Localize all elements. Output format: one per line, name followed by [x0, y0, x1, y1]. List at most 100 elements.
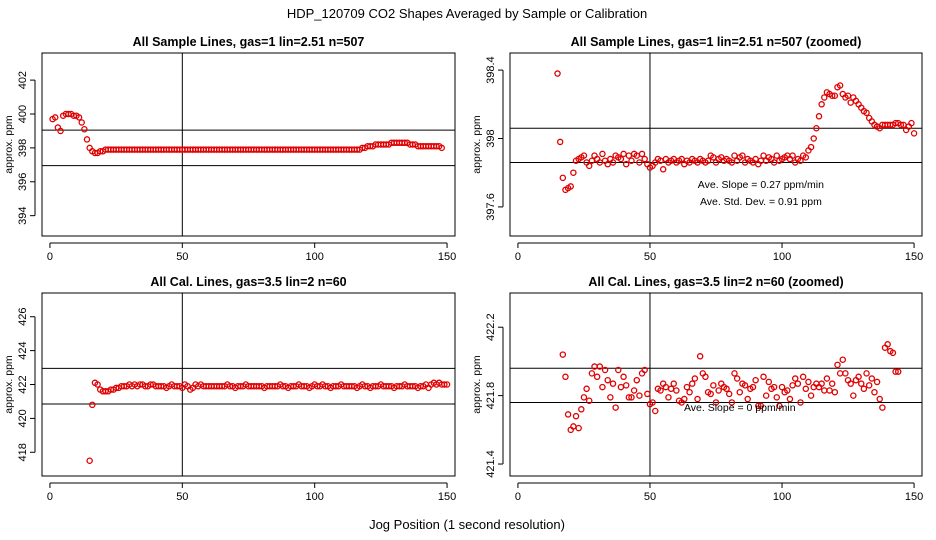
- data-point: [691, 375, 699, 382]
- data-point: [625, 394, 633, 401]
- y-tick-label: 421.4: [485, 450, 497, 478]
- data-point: [575, 424, 582, 432]
- data-point: [601, 366, 609, 374]
- data-point: [607, 394, 614, 401]
- data-point: [850, 392, 857, 399]
- y-tick-label: 398: [485, 129, 497, 147]
- data-point: [694, 395, 701, 403]
- data-point: [752, 376, 759, 384]
- data-point: [625, 152, 633, 159]
- data-point: [78, 119, 85, 126]
- data-point: [83, 136, 91, 143]
- data-point: [778, 383, 786, 391]
- y-axis-label: approx. ppm: [471, 115, 483, 174]
- data-point: [733, 375, 741, 382]
- data-point: [641, 366, 648, 374]
- x-tick-label: 100: [773, 251, 791, 263]
- data-point: [615, 366, 622, 374]
- data-point: [81, 126, 88, 133]
- data-point: [897, 121, 905, 129]
- data-point: [760, 152, 767, 159]
- data-point: [564, 411, 572, 418]
- data-point: [741, 382, 749, 389]
- data-point: [578, 406, 585, 413]
- data-point: [770, 383, 778, 391]
- data-point: [559, 174, 567, 182]
- data-point: [836, 82, 844, 89]
- data-point: [580, 394, 588, 401]
- data-point: [847, 99, 854, 106]
- page-title: HDP_120709 CO2 Shapes Averaged by Sample…: [287, 6, 647, 21]
- y-axis-label: approx. ppm: [3, 355, 15, 414]
- y-axis: 394 396 398 400 402: [17, 71, 36, 225]
- y-axis: 397.6 398 398.4: [485, 56, 504, 221]
- data-point: [842, 370, 849, 377]
- data-point: [789, 382, 796, 389]
- data-point: [633, 376, 641, 384]
- x-tick-label: 150: [905, 491, 923, 503]
- data-point: [443, 381, 451, 388]
- data-point: [580, 152, 588, 159]
- data-point: [876, 395, 883, 403]
- data-point: [731, 370, 738, 377]
- data-point: [583, 385, 590, 393]
- y-tick-label: 422.2: [485, 313, 497, 341]
- data-point: [773, 152, 780, 159]
- panels: All Sample Lines, gas=1 lin=2.51 n=507 0 5…: [3, 35, 923, 503]
- data-point: [728, 399, 736, 406]
- data-point: [554, 70, 561, 77]
- panel-3: All Cal. Lines, gas=3.5 lin=2 n=60 0 50 100…: [3, 275, 456, 503]
- data-point: [789, 152, 796, 159]
- data-point: [94, 381, 101, 388]
- annotation-text: Ave. Slope = 0 ppm/min: [684, 402, 796, 414]
- data-point: [802, 154, 810, 161]
- data-point: [810, 135, 817, 142]
- data-point: [704, 157, 712, 164]
- data-point: [884, 341, 891, 348]
- data-point: [620, 150, 627, 158]
- data-point: [797, 399, 804, 406]
- x-tick-label: 50: [176, 491, 188, 503]
- data-point: [773, 394, 780, 401]
- data-point: [89, 401, 96, 409]
- x-axis: 0 50 100 150: [47, 482, 456, 503]
- data-point: [755, 402, 762, 410]
- plot-frame: [41, 292, 456, 477]
- plot-frame: [509, 292, 923, 477]
- data-point: [815, 113, 823, 120]
- plot-frame: [509, 52, 923, 237]
- annotation-text: Ave. Std. Dev. = 0.91 ppm: [700, 196, 822, 208]
- y-tick-label: 424: [17, 341, 29, 359]
- data-series: [49, 110, 446, 157]
- x-tick-label: 100: [306, 491, 324, 503]
- x-tick-label: 150: [438, 251, 456, 263]
- data-point: [807, 392, 815, 399]
- data-point: [570, 169, 577, 176]
- data-point: [908, 119, 915, 127]
- data-point: [609, 380, 617, 387]
- data-point: [667, 385, 675, 393]
- panel-2: All Sample Lines, gas=1 lin=2.51 n=507 (…: [471, 35, 923, 263]
- data-point: [879, 404, 886, 411]
- data-point: [649, 399, 656, 406]
- data-point: [776, 402, 783, 410]
- x-tick-label: 50: [644, 251, 656, 263]
- y-axis-label: approx. ppm: [3, 115, 15, 174]
- plot-frame: [41, 52, 456, 237]
- data-point: [818, 380, 825, 387]
- x-axis: 0 50 100 150: [47, 242, 456, 263]
- data-point: [791, 375, 799, 382]
- data-point: [636, 159, 643, 166]
- data-point: [604, 376, 611, 384]
- data-point: [839, 356, 847, 363]
- data-point: [894, 368, 902, 375]
- data-point: [556, 138, 564, 146]
- x-tick-label: 100: [773, 491, 791, 503]
- data-point: [863, 370, 870, 377]
- data-point: [438, 144, 446, 152]
- data-point: [739, 152, 746, 159]
- y-tick-label: 400: [17, 105, 29, 123]
- y-axis: 418 420 422 424 426: [17, 308, 36, 461]
- data-point: [760, 373, 767, 381]
- data-point: [823, 375, 831, 382]
